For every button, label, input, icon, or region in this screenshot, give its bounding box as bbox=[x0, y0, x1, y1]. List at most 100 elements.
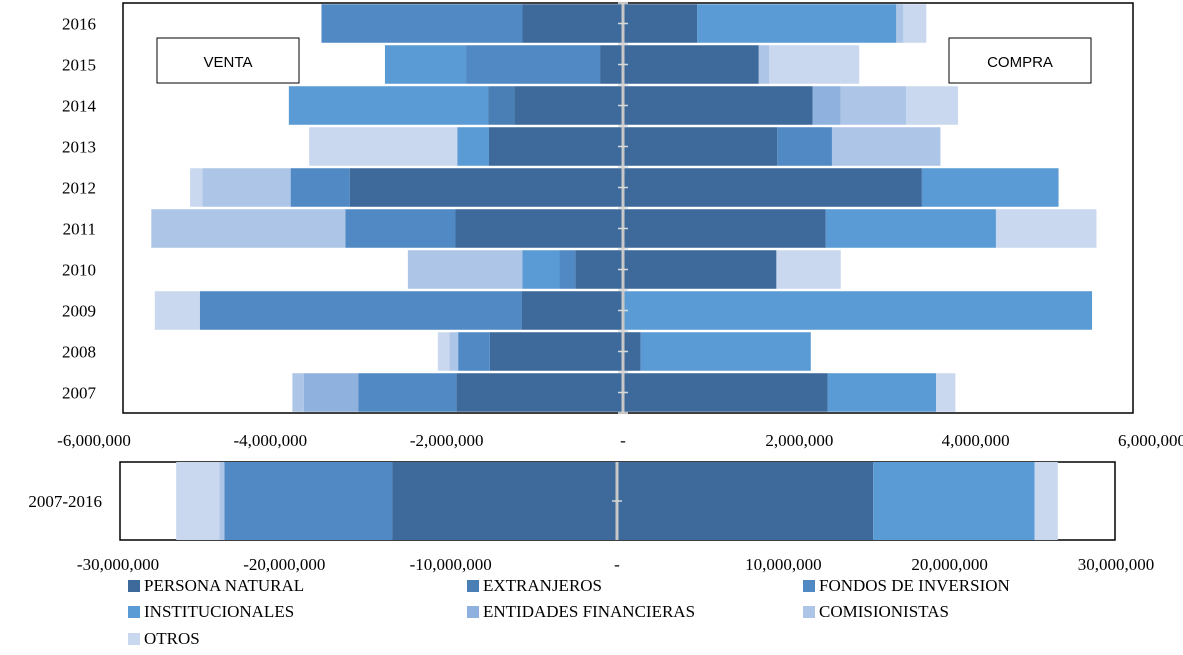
bar-venta-2010-persona-natural bbox=[575, 250, 623, 289]
bar-compra-2007-2016-persona-natural bbox=[617, 462, 874, 540]
category-label: 2007-2016 bbox=[28, 492, 102, 511]
bar-compra-2015-persona-natural bbox=[623, 45, 759, 84]
category-label: 2013 bbox=[62, 138, 96, 157]
bar-compra-2007-2016-otros bbox=[1034, 462, 1058, 540]
bar-compra-2013-comisionistas bbox=[831, 127, 941, 166]
category-label: 2014 bbox=[62, 97, 97, 116]
bar-venta-2010-comisionistas bbox=[407, 250, 523, 289]
legend-swatch-institucionales bbox=[128, 606, 140, 618]
bar-venta-2011-fondos-de-inversion bbox=[345, 209, 456, 248]
bar-venta-2007-2016-fondos-de-inversion bbox=[224, 462, 393, 540]
bar-compra-2012-persona-natural bbox=[623, 168, 922, 207]
bar-venta-2012-fondos-de-inversion bbox=[290, 168, 350, 207]
x-tick-label: 30,000,000 bbox=[1078, 555, 1155, 574]
bar-compra-2011-persona-natural bbox=[623, 209, 826, 248]
x-tick-label: 20,000,000 bbox=[911, 555, 988, 574]
bar-venta-2010-institucionales bbox=[522, 250, 560, 289]
legend-label-comisionistas: COMISIONISTAS bbox=[819, 602, 949, 621]
bar-venta-2012-persona-natural bbox=[349, 168, 623, 207]
category-label: 2011 bbox=[63, 220, 96, 239]
bar-venta-2009-fondos-de-inversion bbox=[199, 291, 522, 330]
legend-swatch-fondos-de-inversion bbox=[803, 580, 815, 592]
compra-label-box bbox=[948, 37, 1092, 84]
compra-label: COMPRA bbox=[987, 54, 1053, 71]
bar-venta-2014-persona-natural bbox=[514, 86, 623, 125]
bar-compra-2016-persona-natural bbox=[623, 4, 698, 43]
category-label: 2009 bbox=[62, 302, 96, 321]
bar-compra-2010-persona-natural bbox=[623, 250, 777, 289]
bar-compra-2010-otros bbox=[776, 250, 841, 289]
bar-venta-2007-entidades-financieras bbox=[303, 373, 359, 412]
bar-compra-2013-fondos-de-inversion bbox=[777, 127, 832, 166]
category-label: 2015 bbox=[62, 56, 96, 75]
category-label: 2016 bbox=[62, 15, 96, 34]
bar-venta-2014-extranjeros bbox=[488, 86, 515, 125]
bar-venta-2008-fondos-de-inversion bbox=[458, 332, 490, 371]
bar-compra-2011-institucionales bbox=[825, 209, 996, 248]
category-label: 2012 bbox=[62, 179, 96, 198]
bar-venta-2008-otros bbox=[437, 332, 450, 371]
bar-compra-2016-comisionistas bbox=[896, 4, 904, 43]
x-tick-label: 2,000,000 bbox=[765, 431, 833, 450]
legend-label-extranjeros: EXTRANJEROS bbox=[483, 576, 602, 595]
legend-swatch-otros bbox=[128, 633, 140, 645]
bar-venta-2011-comisionistas bbox=[151, 209, 346, 248]
bar-compra-2011-otros bbox=[995, 209, 1097, 248]
legend-label-institucionales: INSTITUCIONALES bbox=[144, 602, 294, 621]
category-label: 2007 bbox=[62, 384, 97, 403]
venta-label-box bbox=[156, 37, 300, 84]
bar-venta-2016-persona-natural bbox=[522, 4, 623, 43]
bar-compra-2013-persona-natural bbox=[623, 127, 778, 166]
bar-compra-2008-persona-natural bbox=[623, 332, 641, 371]
bar-compra-2008-institucionales bbox=[640, 332, 811, 371]
bar-venta-2013-persona-natural bbox=[488, 127, 623, 166]
bar-compra-2016-institucionales bbox=[697, 4, 897, 43]
bar-venta-2007-persona-natural bbox=[456, 373, 623, 412]
category-label: 2008 bbox=[62, 343, 96, 362]
x-tick-label: -4,000,000 bbox=[233, 431, 307, 450]
bar-compra-2016-otros bbox=[903, 4, 927, 43]
bar-compra-2014-persona-natural bbox=[623, 86, 813, 125]
legend-swatch-entidades-financieras bbox=[467, 606, 479, 618]
x-tick-label: - bbox=[620, 431, 626, 450]
bar-compra-2015-comisionistas bbox=[758, 45, 770, 84]
venta-label: VENTA bbox=[204, 54, 253, 71]
bar-venta-2014-institucionales bbox=[288, 86, 489, 125]
x-tick-label: -2,000,000 bbox=[410, 431, 484, 450]
legend-label-entidades-financieras: ENTIDADES FINANCIERAS bbox=[483, 602, 695, 621]
bar-venta-2007-comisionistas bbox=[292, 373, 304, 412]
bar-venta-2013-otros bbox=[309, 127, 458, 166]
legend: PERSONA NATURAL EXTRANJEROS FONDOS DE INVE… bbox=[128, 576, 1010, 648]
bar-compra-2014-comisionistas bbox=[840, 86, 907, 125]
bar-compra-2007-persona-natural bbox=[623, 373, 828, 412]
legend-swatch-comisionistas bbox=[803, 606, 815, 618]
bar-venta-2009-persona-natural bbox=[521, 291, 623, 330]
x-tick-label: -10,000,000 bbox=[410, 555, 492, 574]
bar-venta-2007-2016-otros bbox=[176, 462, 220, 540]
bar-compra-2007-2016-institucionales bbox=[873, 462, 1035, 540]
legend-swatch-extranjeros bbox=[467, 580, 479, 592]
x-tick-label: -6,000,000 bbox=[57, 431, 131, 450]
bar-venta-2013-institucionales bbox=[457, 127, 489, 166]
main-plot: 2016 2015 2014 2013 2012 2011 2010 2009 2008 2007… bbox=[57, 2, 1183, 450]
bar-venta-2007-2016-comisionistas bbox=[219, 462, 225, 540]
bar-compra-2015-otros bbox=[769, 45, 860, 84]
bar-venta-2012-comisionistas bbox=[202, 168, 291, 207]
total-plot: 2007-2016 - 30,000,000 -20,000,000 -10,000,0… bbox=[28, 461, 1155, 574]
bar-venta-2008-persona-natural bbox=[489, 332, 623, 371]
bar-compra-2007-otros bbox=[935, 373, 956, 412]
bar-venta-2016-fondos-de-inversion bbox=[321, 4, 523, 43]
bar-compra-2007-institucionales bbox=[827, 373, 936, 412]
bar-compra-2014-entidades-financieras bbox=[812, 86, 841, 125]
category-label: 2010 bbox=[62, 261, 96, 280]
bar-venta-2015-fondos-de-inversion bbox=[466, 45, 601, 84]
legend-label-fondos-de-inversion: FONDOS DE INVERSION bbox=[819, 576, 1010, 595]
bar-venta-2012-otros bbox=[190, 168, 203, 207]
bar-venta-2015-persona-natural bbox=[600, 45, 623, 84]
x-tick-label: - bbox=[614, 555, 620, 574]
bar-venta-2007-2016-persona-natural bbox=[392, 462, 617, 540]
x-tick-label: -20,000,000 bbox=[243, 555, 325, 574]
bar-venta-2009-otros bbox=[154, 291, 200, 330]
legend-swatch-persona-natural bbox=[128, 580, 140, 592]
